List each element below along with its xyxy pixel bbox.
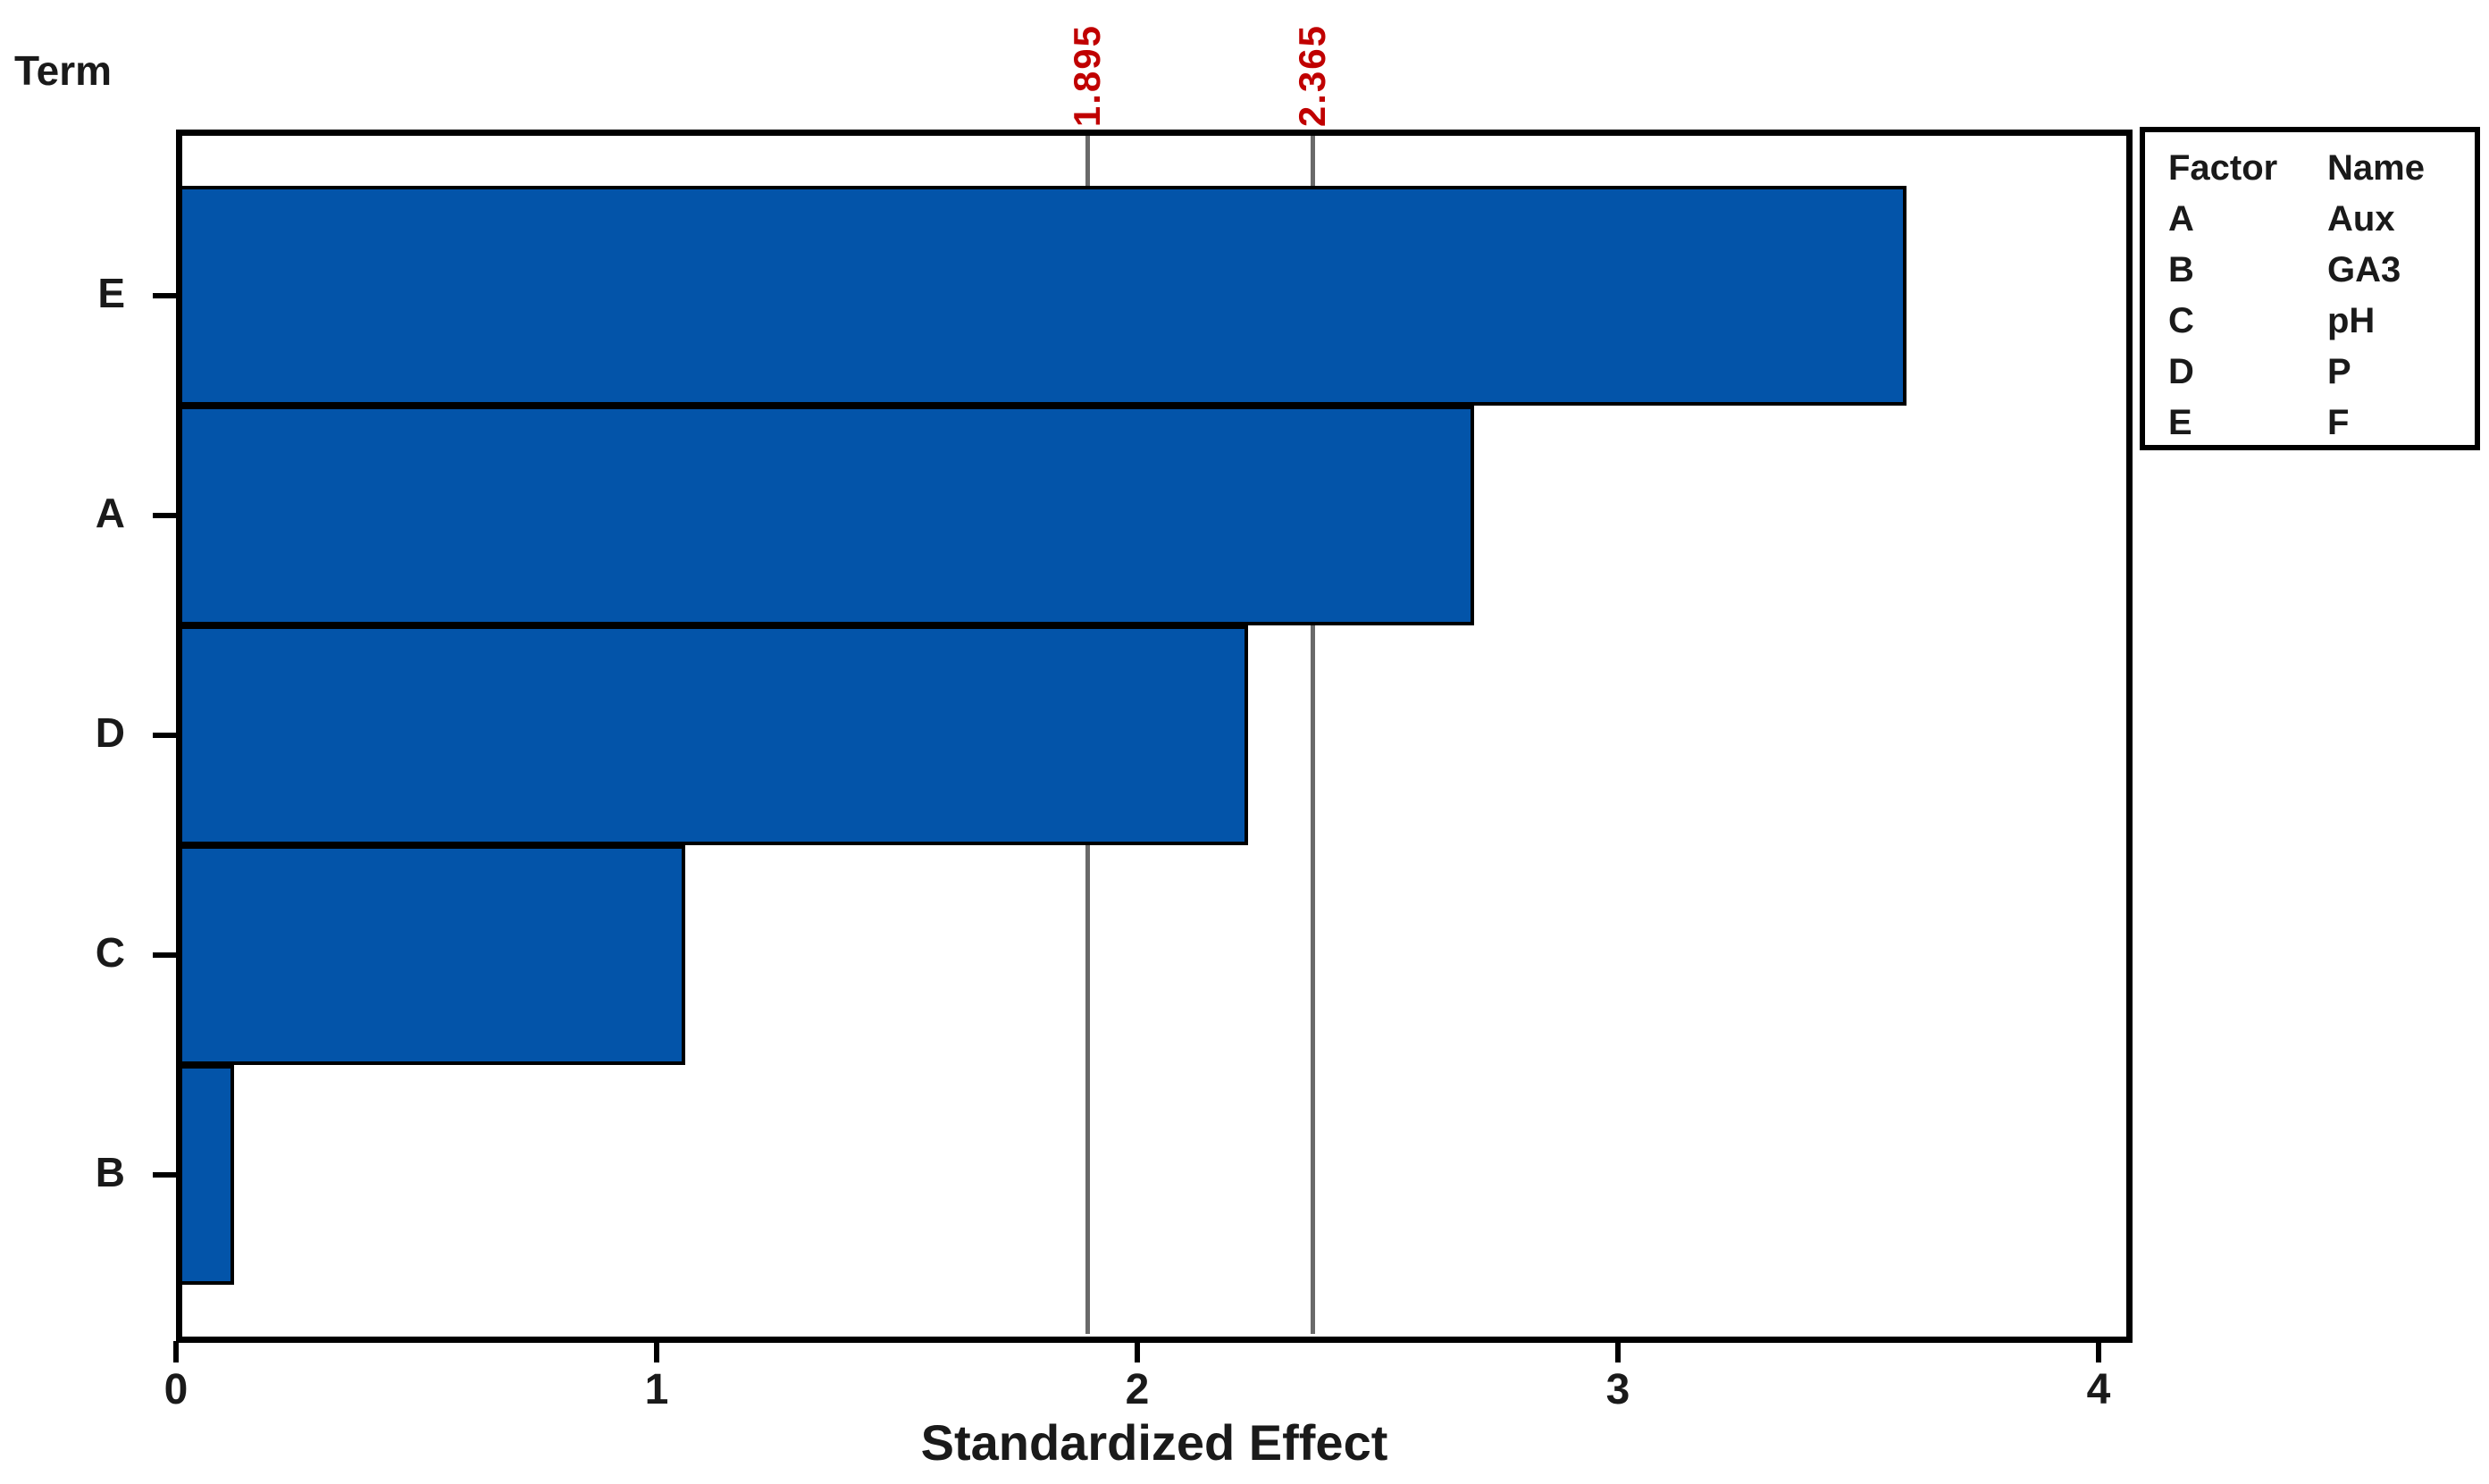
y-axis-title: Term — [14, 47, 113, 94]
legend-name-value: Aux — [2327, 199, 2395, 239]
reference-line-label: 1.895 — [1065, 23, 1108, 127]
x-axis-tick-label-2: 2 — [1125, 1366, 1150, 1413]
legend-factor-value: E — [2168, 403, 2192, 442]
reference-line-2.365 — [1311, 136, 1316, 1334]
x-axis-tick-1 — [654, 1341, 659, 1362]
y-category-label-B: B — [95, 1149, 125, 1195]
legend-name-value: P — [2327, 352, 2351, 391]
y-axis-tick-B — [153, 1172, 176, 1178]
x-axis-tick-2 — [1135, 1341, 1140, 1362]
legend-name-value: GA3 — [2327, 250, 2401, 289]
bar-C — [176, 845, 686, 1065]
y-category-label-D: D — [95, 709, 125, 756]
legend-row-A: A Aux — [2168, 194, 2475, 245]
x-axis-tick-3 — [1615, 1341, 1621, 1362]
legend-header-name: Name — [2327, 148, 2425, 188]
x-axis-tick-4 — [2096, 1341, 2101, 1362]
reference-line-label-holder-1: 2.365 — [1284, 0, 1341, 127]
x-axis-title: Standardized Effect — [920, 1414, 1388, 1471]
x-axis-tick-label-4: 4 — [2086, 1366, 2111, 1413]
legend-header-row: Factor Name — [2168, 143, 2475, 194]
x-axis-tick-label-1: 1 — [644, 1366, 669, 1413]
y-category-label-C: C — [95, 929, 125, 976]
x-axis-tick-0 — [173, 1341, 179, 1362]
bar-E — [176, 186, 1907, 406]
y-axis-tick-D — [153, 733, 176, 738]
plot-area-border — [176, 130, 2133, 1343]
legend-header-factor: Factor — [2168, 148, 2278, 188]
y-axis-tick-C — [153, 952, 176, 958]
reference-line-label: 2.365 — [1291, 23, 1334, 127]
bar-D — [176, 625, 1248, 845]
x-axis-tick-label-3: 3 — [1605, 1366, 1630, 1413]
y-axis-tick-E — [153, 293, 176, 298]
reference-line-label-holder-0: 1.895 — [1059, 0, 1116, 127]
legend-factor-value: C — [2168, 301, 2194, 340]
legend-name-value: pH — [2327, 301, 2376, 340]
legend-name-value: F — [2327, 403, 2350, 442]
legend-factor-value: A — [2168, 199, 2194, 239]
x-axis-tick-label-0: 0 — [163, 1366, 189, 1413]
legend-factor-value: D — [2168, 352, 2194, 391]
y-category-label-E: E — [97, 270, 125, 316]
legend-row-B: B GA3 — [2168, 245, 2475, 296]
y-category-label-A: A — [95, 490, 125, 536]
y-axis-tick-A — [153, 513, 176, 518]
legend-factor-value: B — [2168, 250, 2194, 289]
